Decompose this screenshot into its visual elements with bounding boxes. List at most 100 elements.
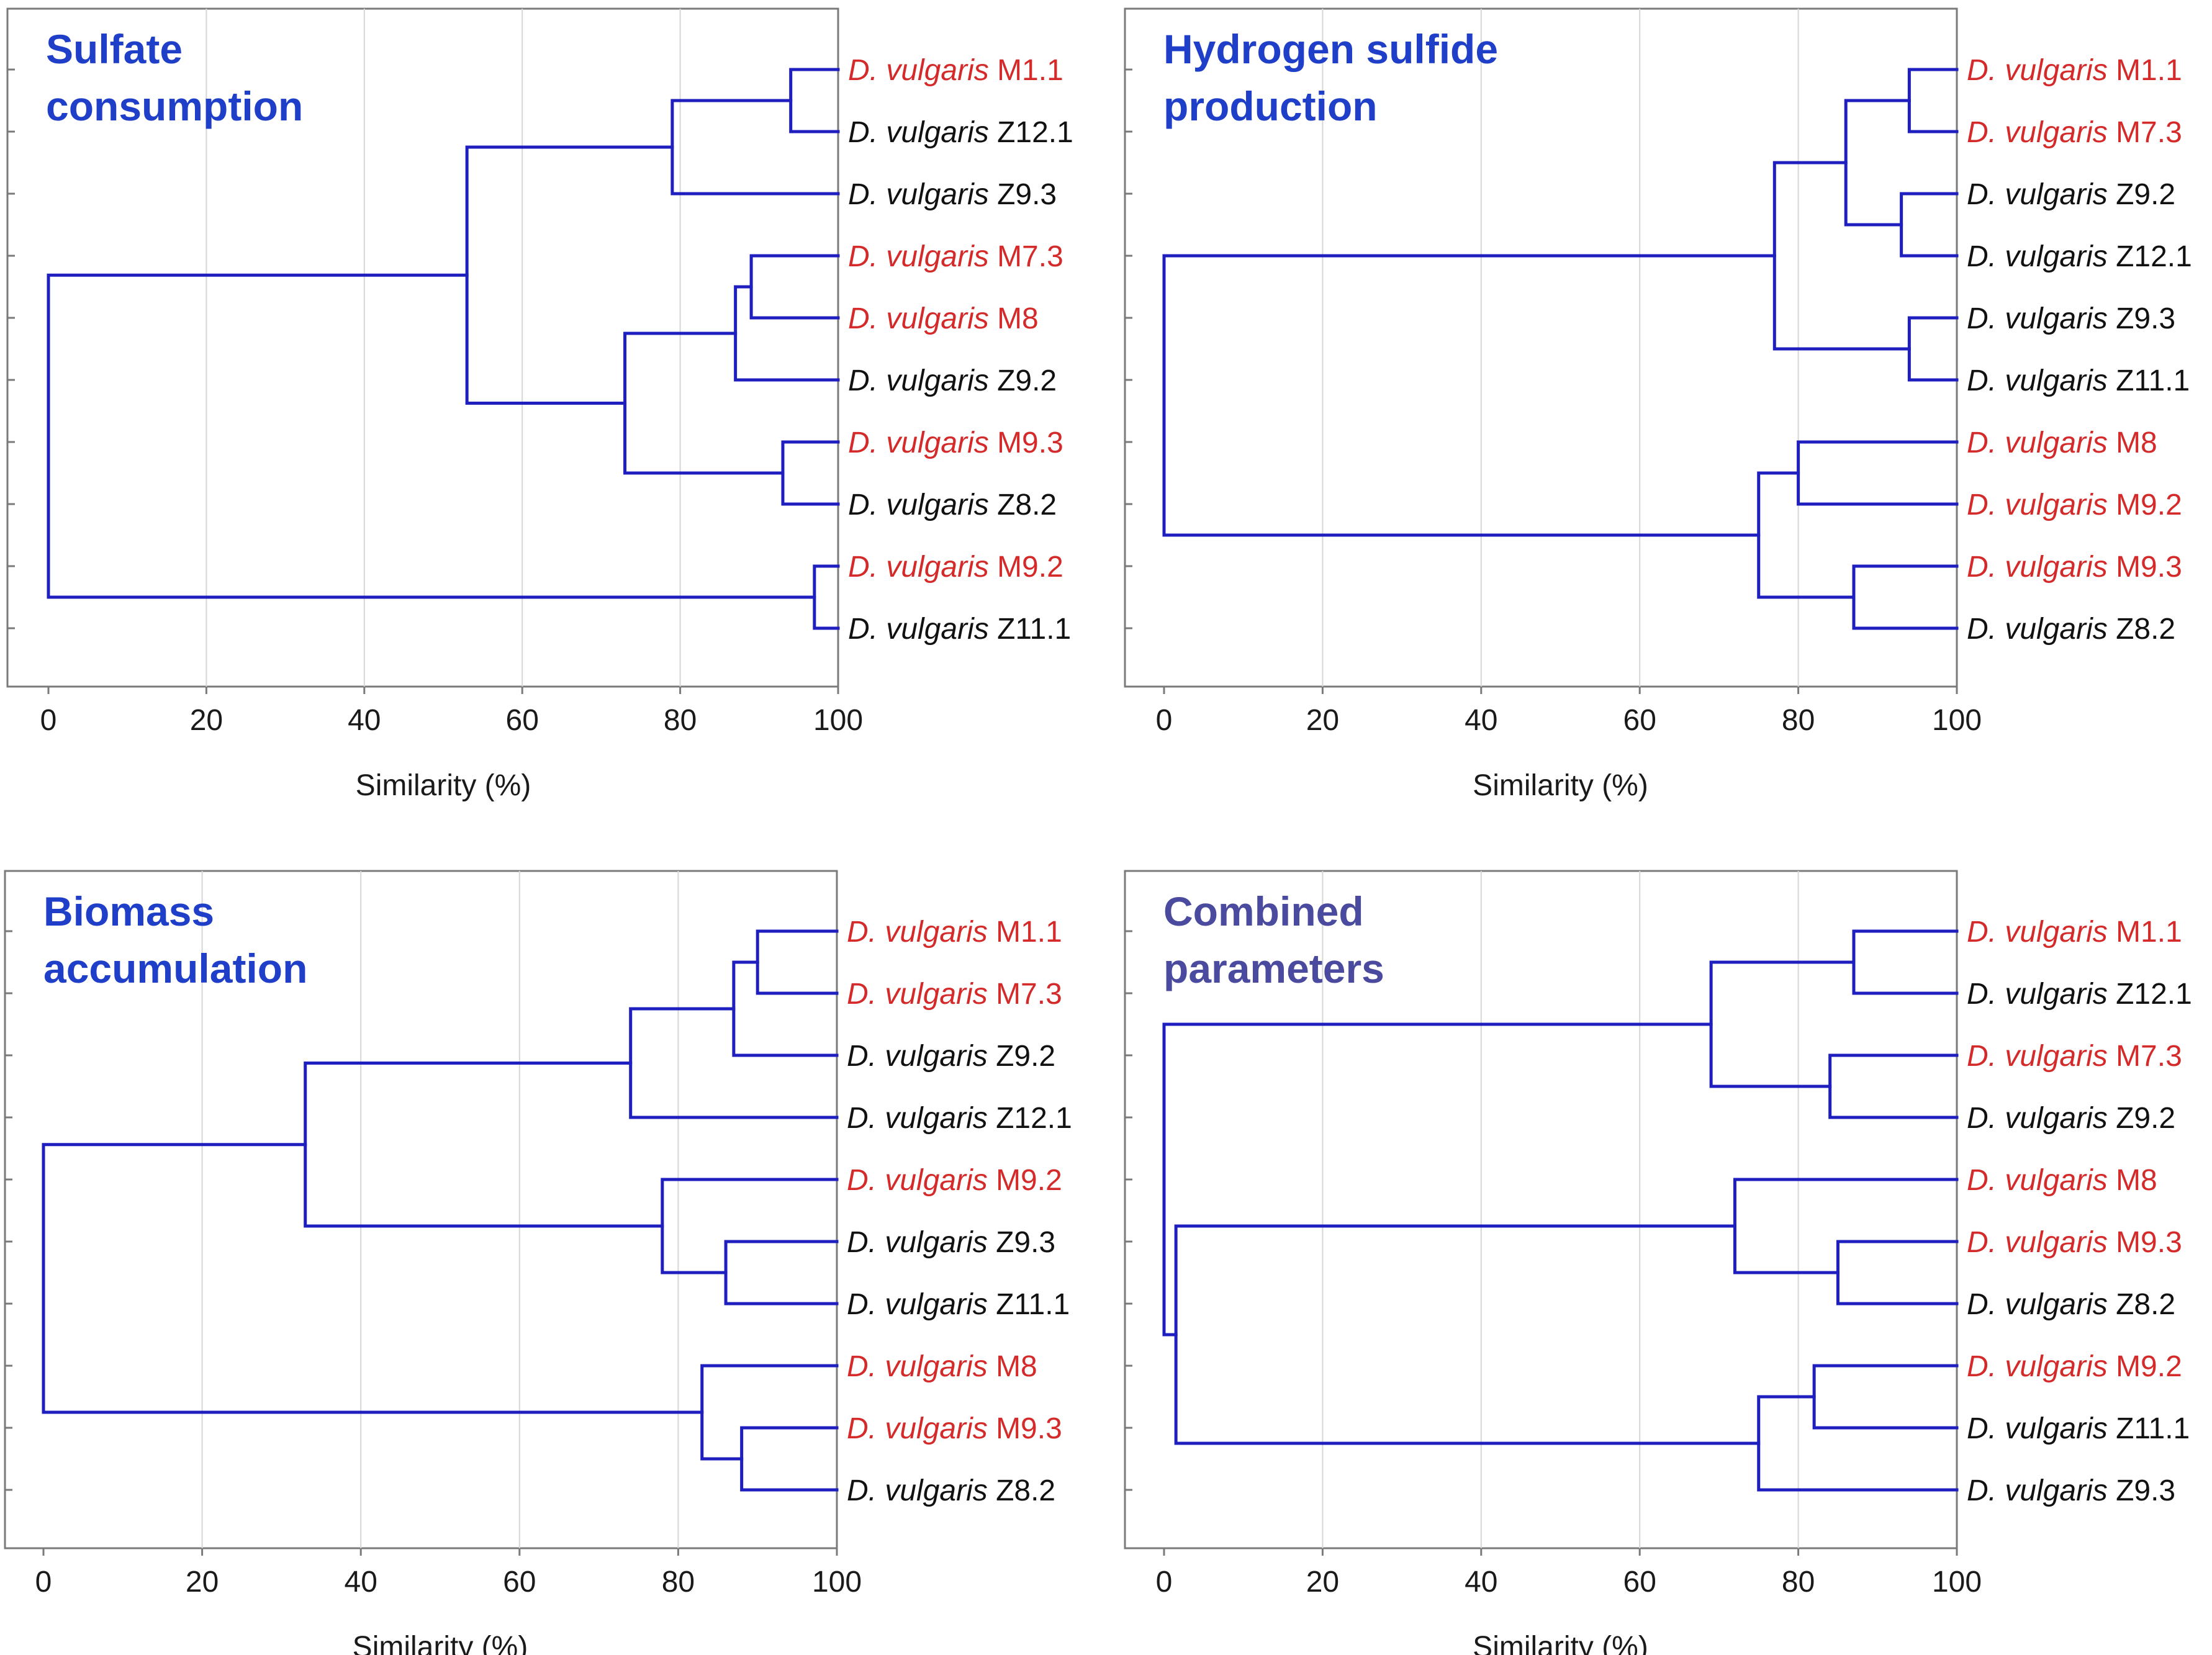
dendrogram-branch [1836, 1240, 1959, 1306]
panel-title-line: Biomass [43, 888, 214, 934]
leaf-strain: M8 [989, 302, 1039, 335]
leaf-genus: D. vulgaris [1967, 1040, 2108, 1073]
x-tick-label: 40 [348, 704, 381, 737]
leaf-strain: Z11.1 [989, 613, 1072, 646]
x-tick-label: 80 [1782, 1566, 1815, 1599]
leaf-label: D. vulgaris Z12.1 [1967, 240, 2192, 273]
dendrogram-branch [1797, 440, 1959, 506]
dendrogram-branch [623, 331, 785, 475]
leaf-genus: D. vulgaris [848, 178, 989, 211]
leaf-genus: D. vulgaris [1967, 613, 2108, 646]
leaf-genus: D. vulgaris [1967, 978, 2108, 1011]
leaf-strain: M1.1 [2108, 54, 2182, 87]
leaf-genus: D. vulgaris [1967, 302, 2108, 335]
leaf-label: D. vulgaris M9.2 [1967, 489, 2182, 521]
dendrogram-branch [1844, 99, 1911, 227]
leaf-strain: M1.1 [989, 54, 1063, 87]
leaf-label: D. vulgaris Z11.1 [848, 613, 1071, 646]
leaf-strain: M1.1 [988, 916, 1062, 949]
leaf-label: D. vulgaris Z12.1 [847, 1102, 1072, 1135]
panel-title-line: Sulfate [46, 26, 183, 72]
biomass-accumulation-panel: 0 20 40 60 80 100 Similarity (%) Biomass accumul… [4, 870, 1072, 1655]
leaf-genus: D. vulgaris [847, 1474, 988, 1507]
leaf-label: D. vulgaris Z8.2 [848, 489, 1057, 521]
dendrogram-branch [670, 99, 840, 196]
leaf-label: D. vulgaris M9.3 [1967, 1226, 2182, 1259]
panel-title-line: parameters [1163, 945, 1384, 991]
leaf-label: D. vulgaris Z11.1 [847, 1288, 1070, 1321]
leaf-label: D. vulgaris M9.2 [848, 551, 1063, 584]
dendrogram-branch [1828, 1053, 1959, 1119]
dendrogram-branch [1907, 316, 1959, 382]
dendrogram-branch [1162, 1022, 1713, 1337]
leaf-label: D. vulgaris M9.3 [1967, 551, 2182, 584]
x-tick-label: 20 [190, 704, 223, 737]
leaf-genus: D. vulgaris [1967, 1412, 2108, 1445]
leaf-label: D. vulgaris M9.2 [1967, 1350, 2182, 1383]
leaf-label: D. vulgaris Z8.2 [847, 1474, 1055, 1507]
dendrogram-branch [700, 1364, 839, 1461]
leaf-label: D. vulgaris Z8.2 [1967, 613, 2175, 646]
leaf-strain: Z9.3 [989, 178, 1057, 211]
leaf-label: D. vulgaris Z9.3 [1967, 1474, 2175, 1507]
leaf-genus: D. vulgaris [848, 302, 989, 335]
leaf-strain: M9.2 [988, 1164, 1062, 1197]
leaf-strain: M9.3 [988, 1412, 1062, 1445]
x-tick-label: 40 [345, 1566, 377, 1599]
dendrogram-branch [1907, 68, 1959, 133]
leaf-label: D. vulgaris M7.3 [847, 978, 1062, 1011]
dendrogram-branch [1900, 192, 1959, 258]
leaf-label: D. vulgaris Z11.1 [1967, 1412, 2190, 1445]
leaf-genus: D. vulgaris [1967, 364, 2108, 397]
leaf-strain: Z9.3 [2108, 1474, 2175, 1507]
x-tick-label: 20 [1306, 704, 1339, 737]
leaf-strain: Z12.1 [989, 116, 1073, 149]
leaf-genus: D. vulgaris [1967, 240, 2108, 273]
dendrogram-branch [789, 68, 840, 133]
leaf-strain: M9.2 [989, 551, 1063, 584]
hydrogen-sulfide-panel: 0 20 40 60 80 100 Similarity (%) Hydrogen sulfi… [1124, 7, 2192, 802]
leaf-genus: D. vulgaris [847, 1164, 988, 1197]
leaf-strain: Z9.2 [2108, 1102, 2175, 1135]
leaf-strain: Z12.1 [2108, 978, 2192, 1011]
leaf-genus: D. vulgaris [1967, 1226, 2108, 1259]
leaf-strain: Z8.2 [988, 1474, 1055, 1507]
leaf-genus: D. vulgaris [1967, 489, 2108, 521]
dendrogram-branch [1733, 1178, 1959, 1274]
x-tick-label: 20 [186, 1566, 219, 1599]
x-tick-label: 100 [812, 1566, 862, 1599]
panel-title-line: Hydrogen sulfide [1163, 26, 1498, 72]
leaf-label: D. vulgaris M9.2 [847, 1164, 1062, 1197]
dendrogram-branch [1812, 1364, 1959, 1430]
leaf-label: D. vulgaris Z12.1 [1967, 978, 2192, 1011]
leaf-strain: M7.3 [988, 978, 1062, 1011]
x-tick-label: 60 [1623, 704, 1656, 737]
x-tick-label: 40 [1465, 1566, 1497, 1599]
leaf-genus: D. vulgaris [848, 426, 989, 459]
plot-frame [6, 7, 839, 688]
leaf-genus: D. vulgaris [847, 1412, 988, 1445]
sulfate-consumption-panel: 0 20 40 60 80 100 Similarity (%) Sulfate consump… [6, 7, 1073, 802]
dendrogram-branch [781, 440, 840, 506]
leaf-strain: M9.3 [989, 426, 1063, 459]
leaf-genus: D. vulgaris [847, 1350, 988, 1383]
dendrogram-branch [304, 1062, 664, 1228]
leaf-label: D. vulgaris Z9.2 [847, 1040, 1055, 1073]
leaf-genus: D. vulgaris [1967, 1102, 2108, 1135]
panel-title-line: Combined [1163, 888, 1364, 934]
dendrogram-branch [732, 960, 839, 1057]
dendrogram-branch [1852, 564, 1959, 630]
leaf-strain: M9.2 [2108, 1350, 2182, 1383]
leaf-genus: D. vulgaris [1967, 116, 2108, 149]
leaf-strain: M8 [2108, 426, 2157, 459]
leaf-strain: Z11.1 [988, 1288, 1070, 1321]
x-tick-label: 80 [1782, 704, 1815, 737]
x-tick-label: 100 [813, 704, 863, 737]
plot-frame [4, 870, 838, 1549]
x-tick-label: 40 [1465, 704, 1497, 737]
leaf-strain: Z12.1 [988, 1102, 1072, 1135]
x-tick-label: 100 [1932, 1566, 1982, 1599]
leaf-genus: D. vulgaris [848, 613, 989, 646]
leaf-strain: Z9.2 [988, 1040, 1055, 1073]
leaf-strain: M9.3 [2108, 551, 2182, 584]
